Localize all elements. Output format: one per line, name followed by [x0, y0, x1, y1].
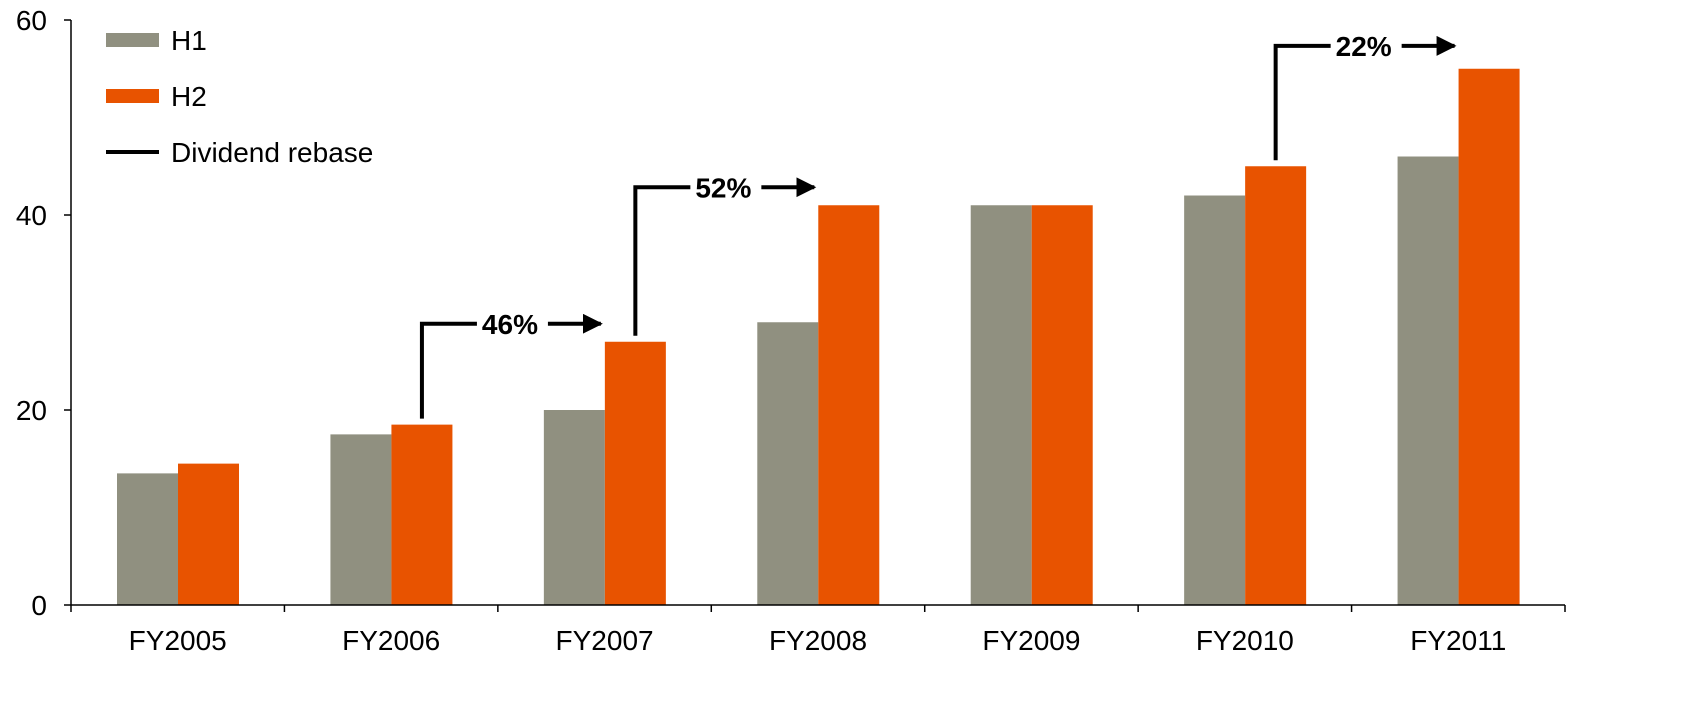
x-tick-label-fy2011: FY2011 — [1410, 625, 1506, 656]
rebase-annotation-52pct: 52% — [633, 172, 817, 336]
y-tick-label-60: 60 — [16, 5, 47, 36]
rebase-bracket-line — [1273, 43, 1331, 161]
rebase-label: 52% — [695, 172, 751, 203]
x-tick-label-fy2005: FY2005 — [129, 625, 227, 656]
bar-h2-fy2005 — [178, 463, 239, 605]
bar-h2-fy2010 — [1245, 166, 1307, 605]
rebase-annotations: 46% 52% 22% — [419, 31, 1457, 419]
rebase-bracket-line — [419, 321, 477, 419]
rebase-annotation-22pct: 22% — [1273, 31, 1457, 161]
legend-label-h2: H2 — [171, 81, 207, 112]
bar-h2-fy2007 — [604, 341, 666, 605]
rebase-bracket-line — [633, 185, 691, 336]
y-tick-label-40: 40 — [16, 200, 47, 231]
rebase-label: 22% — [1336, 31, 1392, 62]
bar-h1-fy2005 — [117, 473, 178, 605]
bar-h1-fy2006 — [330, 434, 392, 605]
bar-h1-fy2008 — [757, 322, 819, 605]
rebase-annotation-46pct: 46% — [419, 309, 603, 419]
rebase-label: 46% — [482, 309, 538, 340]
legend-label-dividend-rebase: Dividend rebase — [171, 137, 373, 168]
legend-label-h1: H1 — [171, 25, 207, 56]
legend-swatch-h2 — [106, 89, 159, 103]
x-tick-label-fy2007: FY2007 — [556, 625, 654, 656]
legend-swatch-h1 — [106, 33, 159, 47]
bar-h1-fy2009 — [970, 205, 1032, 605]
axes-layer: 0 20 40 60 FY2005 FY2006 FY2007 FY2008 FY2009 FY2… — [16, 5, 1566, 656]
bar-h1-fy2011 — [1397, 156, 1459, 605]
bar-h1-fy2007 — [543, 410, 605, 605]
x-tick-label-fy2009: FY2009 — [982, 625, 1080, 656]
bars-layer — [117, 68, 1520, 605]
y-tick-label-0: 0 — [31, 590, 47, 621]
bar-h1-fy2010 — [1184, 195, 1246, 605]
x-tick-label-fy2010: FY2010 — [1196, 625, 1294, 656]
bar-h2-fy2011 — [1458, 68, 1520, 605]
bar-h2-fy2006 — [391, 424, 453, 605]
bar-h2-fy2008 — [818, 205, 880, 605]
x-tick-label-fy2008: FY2008 — [769, 625, 867, 656]
legend: H1 H2 Dividend rebase — [106, 25, 373, 168]
bar-h2-fy2009 — [1031, 205, 1093, 605]
y-tick-label-20: 20 — [16, 395, 47, 426]
x-tick-label-fy2006: FY2006 — [342, 625, 440, 656]
